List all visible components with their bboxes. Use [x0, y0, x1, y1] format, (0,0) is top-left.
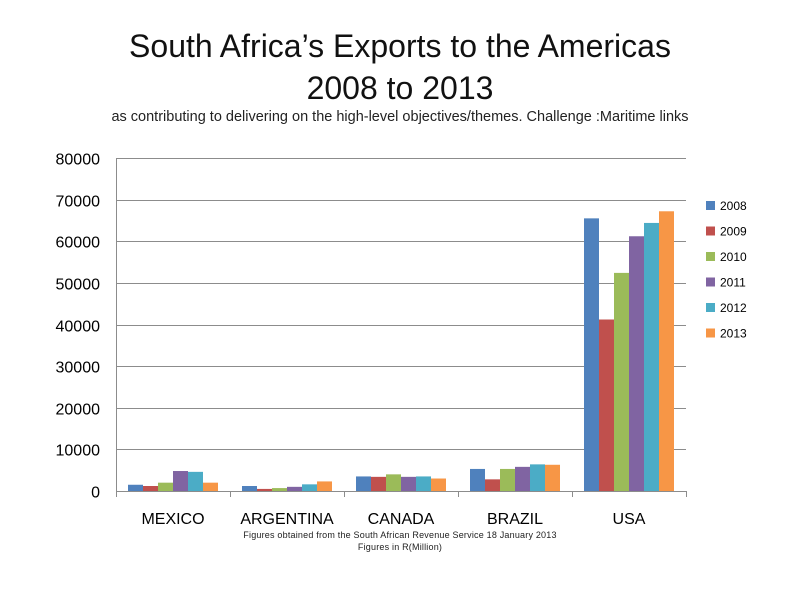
y-tick-label: 10000: [56, 443, 101, 460]
bar-argentina-2009: [257, 488, 272, 491]
legend-swatch-2008: [706, 201, 715, 210]
bar-canada-2009: [371, 476, 386, 491]
y-tick-label: 50000: [56, 277, 101, 294]
bar-argentina-2011: [287, 486, 302, 491]
bar-mexico-2013: [203, 482, 218, 491]
x-tick-label: ARGENTINA: [240, 511, 334, 528]
chart-title-line-1: South Africa’s Exports to the Americas: [129, 28, 671, 64]
bar-argentina-2008: [242, 486, 257, 491]
bar-brazil-2008: [470, 468, 485, 491]
bar-argentina-2013: [317, 481, 332, 491]
bar-brazil-2013: [545, 464, 560, 491]
bar-mexico-2008: [128, 484, 143, 491]
footnote-source: Figures obtained from the South African …: [243, 530, 557, 540]
bar-canada-2010: [386, 474, 401, 491]
bar-usa-2010: [614, 272, 629, 491]
x-tick-label: CANADA: [368, 511, 435, 528]
bar-mexico-2010: [158, 482, 173, 491]
y-tick-label: 40000: [56, 319, 101, 336]
y-tick-label: 0: [91, 485, 100, 502]
legend-label-2010: 2010: [720, 250, 747, 264]
legend-label-2011: 2011: [720, 276, 746, 290]
chart-title-line-2: 2008 to 2013: [306, 70, 494, 106]
x-tick-label: MEXICO: [141, 511, 204, 528]
y-tick-label: 80000: [56, 152, 101, 169]
bar-usa-2008: [584, 218, 599, 491]
bar-usa-2013: [659, 211, 674, 491]
bar-canada-2012: [416, 476, 431, 491]
legend-label-2008: 2008: [720, 199, 747, 213]
legend-swatch-2012: [706, 303, 715, 312]
x-tick-label: BRAZIL: [487, 511, 543, 528]
legend-label-2013: 2013: [720, 327, 747, 341]
legend-swatch-2009: [706, 226, 715, 236]
footnote-units: Figures in R(Million): [357, 542, 443, 552]
legend-swatch-2011: [706, 277, 715, 287]
bar-usa-2011: [629, 236, 644, 491]
bar-canada-2013: [431, 478, 446, 491]
bar-usa-2009: [599, 319, 614, 491]
x-tick-label: USA: [613, 511, 646, 528]
bar-brazil-2011: [515, 466, 530, 491]
bar-brazil-2009: [485, 479, 500, 491]
bar-mexico-2012: [188, 471, 203, 491]
bar-mexico-2011: [173, 471, 188, 491]
bar-brazil-2010: [500, 468, 515, 491]
bar-mexico-2009: [143, 486, 158, 491]
bar-brazil-2012: [530, 464, 545, 491]
legend-swatch-2013: [706, 328, 715, 338]
bar-usa-2012: [644, 222, 659, 491]
y-tick-label: 60000: [56, 235, 101, 252]
chart-subtitle: as contributing to delivering on the hig…: [111, 109, 689, 125]
bar-canada-2008: [356, 476, 371, 491]
legend-label-2009: 2009: [720, 225, 747, 239]
y-tick-label: 70000: [56, 194, 101, 211]
bar-canada-2011: [401, 476, 416, 491]
bar-argentina-2010: [272, 488, 287, 491]
y-tick-label: 20000: [56, 402, 101, 419]
y-tick-label: 30000: [56, 360, 101, 377]
bar-argentina-2012: [302, 484, 317, 491]
legend-swatch-2010: [706, 252, 715, 261]
legend-label-2012: 2012: [720, 301, 747, 315]
